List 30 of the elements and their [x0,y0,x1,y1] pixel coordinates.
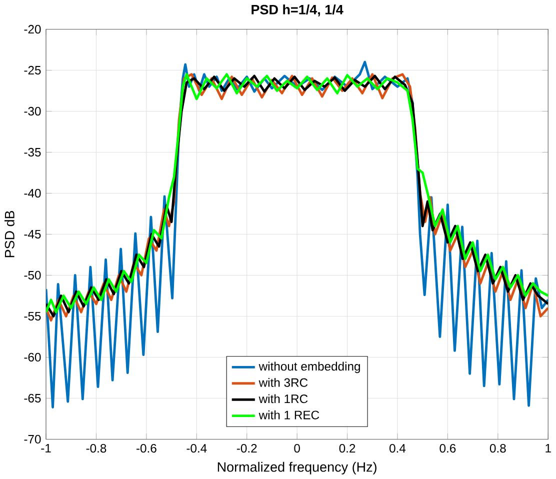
legend-label: without embedding [258,362,360,374]
legend-label: with 3RC [258,378,308,387]
legend-label: with 1 REC [258,410,320,420]
y-tick-label: -50 [24,270,41,280]
x-tick-label: -0.8 [86,444,106,453]
x-tick-label: 1 [546,444,551,452]
y-tick-label: -55 [24,312,41,321]
x-tick-label: -0.4 [186,444,207,453]
y-tick-label: -65 [24,394,41,403]
y-tick-label: -20 [24,24,41,34]
chart-title: PSD h=1/4, 1/4 [252,4,344,16]
line-series [46,60,548,408]
legend-label: with 1RC [258,394,308,404]
x-axis-title: Normalized frequency (Hz) [218,462,376,474]
y-tick-label: -35 [24,148,41,157]
x-tick-label: -0.2 [236,444,257,453]
x-tick-label: 0.4 [390,444,406,453]
x-tick-label: 0.2 [339,444,356,453]
y-tick-label: -30 [24,106,41,116]
x-tick-label: 0.8 [490,444,506,453]
x-tick-label: 0 [294,444,300,453]
y-tick-label: -45 [24,230,41,239]
x-tick-label: 0.6 [440,444,456,453]
y-tick-label: -70 [24,434,41,444]
y-axis-title: PSD dB [4,210,14,258]
x-tick-label: -0.6 [136,444,156,453]
y-tick-label: -60 [24,352,41,362]
y-tick-label: -40 [24,188,41,198]
x-tick-label: -1 [41,444,51,452]
y-tick-label: -25 [24,66,41,75]
